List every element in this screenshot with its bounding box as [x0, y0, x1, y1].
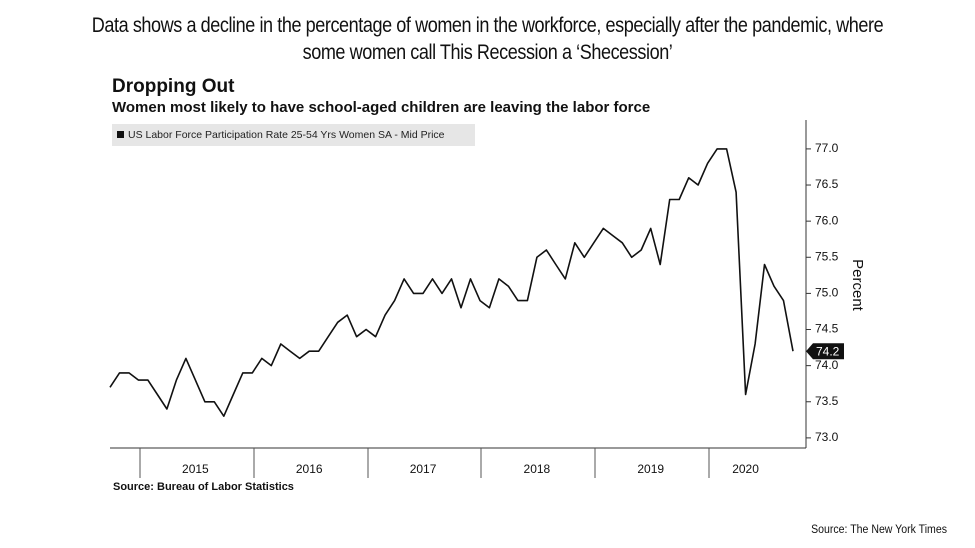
y-tick-label: 74.0: [815, 358, 839, 372]
legend-label: US Labor Force Participation Rate 25-54 …: [128, 129, 445, 141]
y-tick-label: 75.5: [815, 249, 839, 263]
y-tick-label: 76.5: [815, 177, 839, 191]
chart-title: Dropping Out: [112, 76, 235, 97]
x-tick-label: 2016: [296, 462, 323, 476]
caption-line: Data shows a decline in the percentage o…: [91, 14, 884, 37]
x-tick-label: 2018: [524, 462, 551, 476]
x-tick-label: 2020: [732, 462, 759, 476]
y-tick-label: 76.0: [815, 213, 839, 227]
chart-subtitle: Women most likely to have school-aged ch…: [112, 99, 650, 116]
footer: Source: The New York Times: [811, 524, 947, 537]
x-tick-label: 2015: [182, 462, 209, 476]
y-tick-label: 73.0: [815, 430, 839, 444]
x-tick-label: 2019: [637, 462, 664, 476]
legend-box: [112, 124, 475, 146]
last-value-box: [806, 343, 844, 360]
y-axis-label: Percent: [849, 259, 866, 312]
x-tick-label: 2017: [410, 462, 437, 476]
y-tick-label: 73.5: [815, 394, 839, 408]
legend-swatch: [117, 131, 124, 138]
last-value-label: 74.2: [816, 344, 840, 358]
y-tick-label: 77.0: [815, 141, 839, 155]
y-tick-label: 75.0: [815, 286, 839, 300]
chart-source: Source: Bureau of Labor Statistics: [113, 481, 294, 493]
y-tick-label: 74.5: [815, 322, 839, 336]
caption-line: some women call This Recession a ‘Sheces…: [302, 41, 673, 64]
line-series: [109, 148, 794, 417]
year-separators: [139, 448, 710, 478]
